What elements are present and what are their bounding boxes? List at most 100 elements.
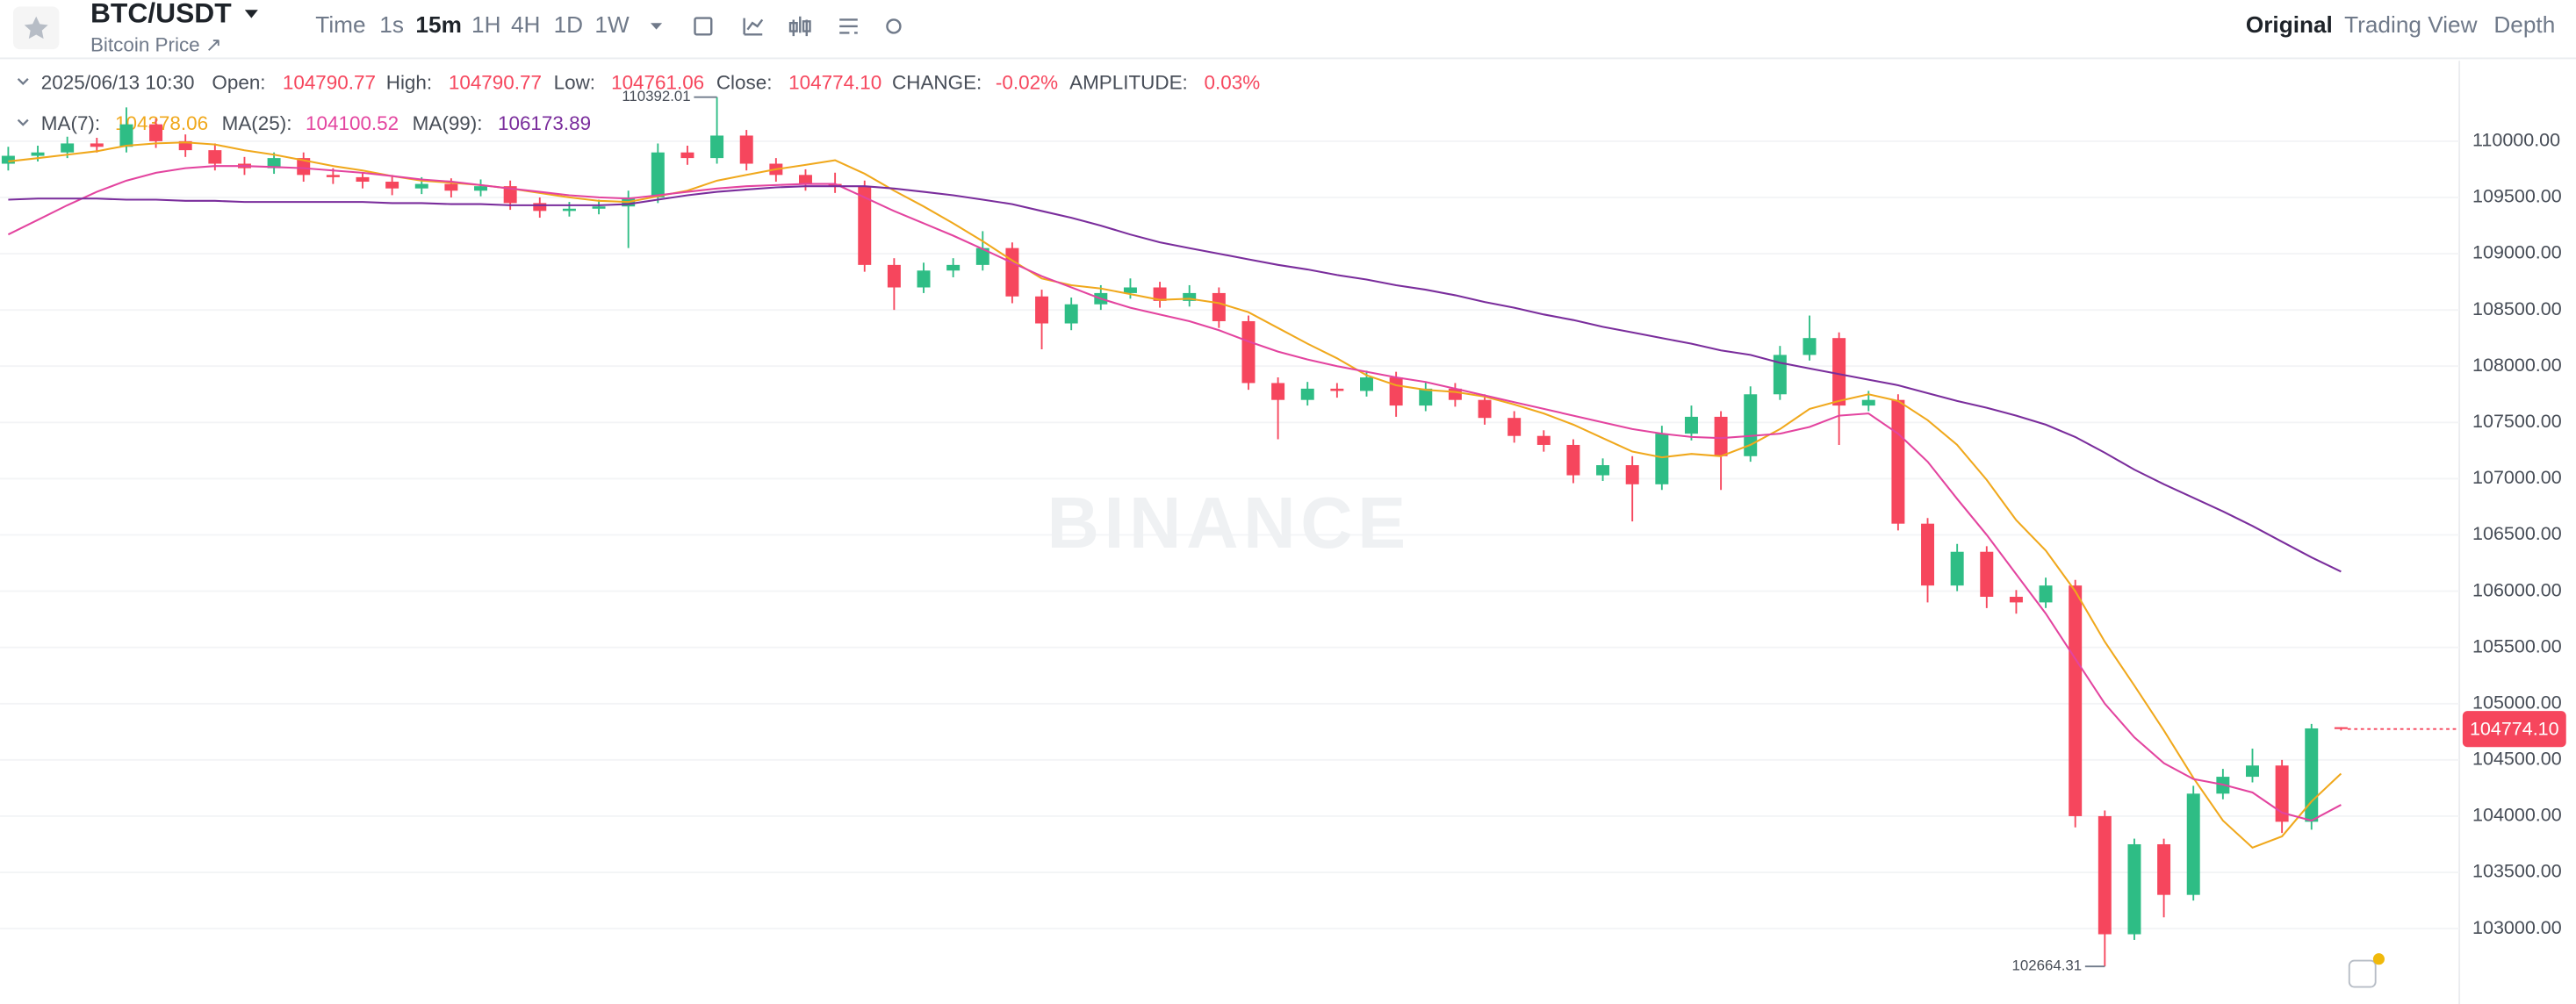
watermark: BINANCE <box>1047 483 1410 563</box>
info-value: 0.03% <box>1205 71 1261 93</box>
candle-body <box>1330 388 1344 391</box>
info-value: 104790.77 <box>449 71 542 93</box>
info-collapse[interactable] <box>17 78 29 86</box>
candle-body <box>2275 765 2289 822</box>
chart-type-icon[interactable] <box>788 16 811 37</box>
candle-body <box>533 203 547 212</box>
symbol[interactable]: BTC/USDT <box>90 0 232 28</box>
candle-body <box>1744 394 1758 456</box>
info-label: Low: <box>554 71 595 93</box>
info-label: Close: <box>716 71 773 93</box>
candle-body <box>2334 727 2348 729</box>
ma-legend-name: MA(25): <box>222 112 292 134</box>
candle-body <box>1950 551 1964 586</box>
candle-body <box>1241 320 1256 384</box>
interval-dropdown[interactable] <box>651 23 663 30</box>
candle-body <box>385 182 399 189</box>
toolbar-icons <box>694 16 902 37</box>
candle-body <box>1802 338 1817 355</box>
candle-body <box>1389 377 1403 406</box>
info-value: 104790.77 <box>283 71 376 93</box>
candle-body <box>297 158 311 176</box>
candle-body <box>798 175 812 184</box>
candle-body <box>326 175 340 177</box>
candle-body <box>1360 377 1373 391</box>
candle-body <box>1536 435 1551 445</box>
candle-body <box>651 152 665 197</box>
interval-tab[interactable]: 1s <box>379 11 404 38</box>
candle-body <box>2127 843 2141 935</box>
candle-body <box>444 183 458 191</box>
candle-body <box>887 264 901 288</box>
candle-body <box>1478 399 1492 419</box>
candle-body <box>1566 444 1580 476</box>
y-tick-label: 108000.00 <box>2472 355 2562 376</box>
settings-list-icon[interactable] <box>839 18 858 34</box>
candle-body <box>2039 585 2053 603</box>
candle-body <box>917 270 931 288</box>
candle-body <box>562 208 576 212</box>
candle-body <box>90 143 104 147</box>
notes-button[interactable] <box>2348 959 2377 988</box>
candle-body <box>208 150 222 164</box>
candle-body <box>31 152 45 156</box>
candle-body <box>1419 388 1433 406</box>
interval-tab[interactable]: 4H <box>511 11 540 38</box>
candle-body <box>503 186 517 204</box>
candle-body <box>149 124 163 141</box>
candle-body <box>1773 355 1787 395</box>
y-tick-label: 105500.00 <box>2472 635 2562 656</box>
candle-body <box>1212 292 1226 321</box>
ma-line <box>8 185 2342 573</box>
candle-body <box>680 152 694 159</box>
y-tick-label: 106500.00 <box>2472 523 2562 544</box>
info-value: -0.02% <box>996 71 1058 93</box>
candle-body <box>710 135 724 159</box>
candle-body <box>592 206 606 209</box>
candle-body <box>858 186 872 265</box>
y-tick-label: 105000.00 <box>2472 692 2562 713</box>
interval-tab[interactable]: 1W <box>594 11 630 38</box>
info-value: 104774.10 <box>788 71 881 93</box>
interval-tab[interactable]: Time <box>315 11 365 38</box>
y-tick-label: 109500.00 <box>2472 186 2562 207</box>
candle-body <box>1123 287 1137 293</box>
calendar-icon[interactable] <box>694 17 713 36</box>
settings-icon[interactable] <box>886 18 902 34</box>
ma-legend-name: MA(99): <box>413 112 483 134</box>
candle-body <box>2157 843 2171 895</box>
candle-body <box>739 135 753 164</box>
info-date: 2025/06/13 10:30 <box>41 71 195 93</box>
candle-body <box>1861 399 1875 406</box>
info-label: CHANGE: <box>892 71 982 93</box>
candle-body <box>1271 383 1285 400</box>
candle-body <box>1 155 15 164</box>
view-tab[interactable]: Trading View <box>2344 11 2477 38</box>
y-tick-label: 104000.00 <box>2472 805 2562 826</box>
subtitle[interactable]: Bitcoin Price ↗ <box>90 33 222 55</box>
y-tick-label: 104500.00 <box>2472 749 2562 770</box>
candle-body <box>1625 465 1639 484</box>
view-tab[interactable]: Original <box>2246 11 2333 38</box>
candle-body <box>2009 596 2023 603</box>
candle-body <box>414 183 428 189</box>
info-value: 104761.06 <box>611 71 704 93</box>
info-label: Open: <box>212 71 265 93</box>
indicator-icon[interactable] <box>743 18 764 36</box>
y-tick-label: 103500.00 <box>2472 861 2562 882</box>
low-annotation: 102664.31 <box>2012 957 2083 974</box>
interval-tab[interactable]: 15m <box>415 11 461 38</box>
interval-tab[interactable]: 1H <box>471 11 500 38</box>
candle-body <box>1300 388 1314 400</box>
symbol-dropdown[interactable] <box>244 10 258 18</box>
y-tick-label: 103000.00 <box>2472 917 2562 938</box>
y-tick-label: 109000.00 <box>2472 242 2562 263</box>
interval-tab[interactable]: 1D <box>554 11 583 38</box>
view-tab[interactable]: Depth <box>2493 11 2555 38</box>
info-label: High: <box>386 71 432 93</box>
ma-collapse[interactable] <box>17 118 29 126</box>
candle-body <box>267 158 281 169</box>
last-price-tag <box>2462 711 2566 748</box>
star-icon <box>24 16 48 39</box>
